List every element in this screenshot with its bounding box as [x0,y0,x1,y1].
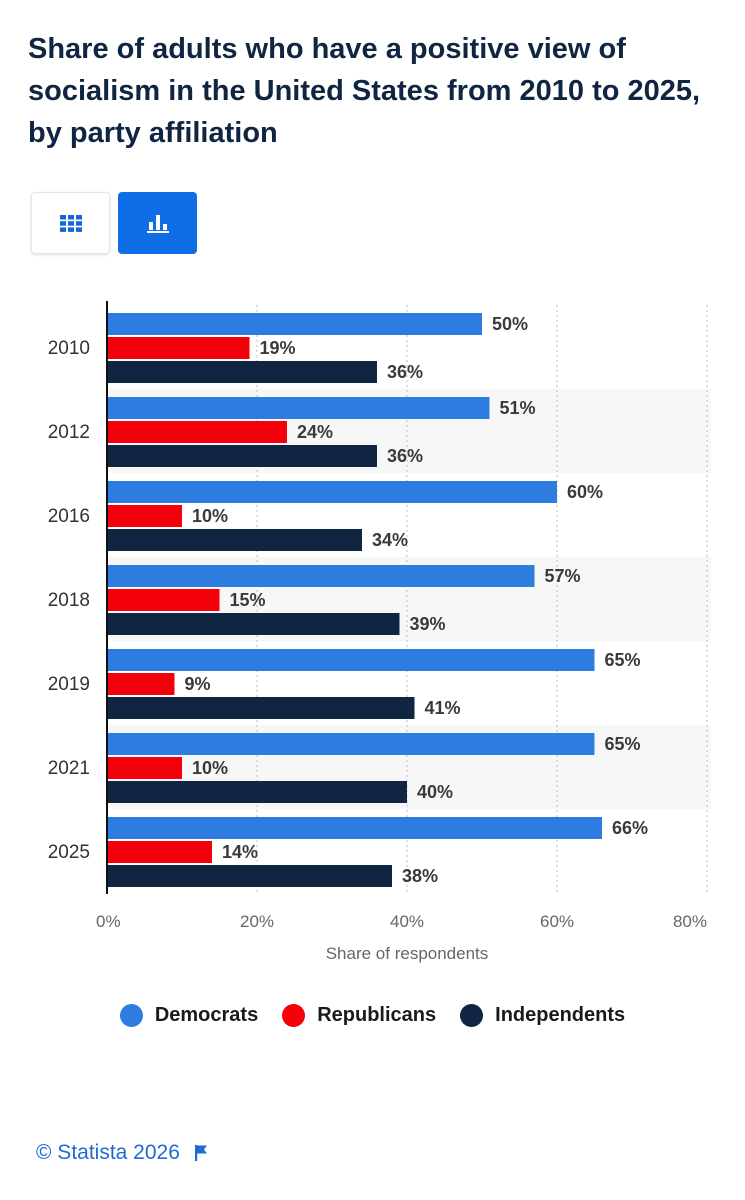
legend-label-democrats: Democrats [154,1004,259,1026]
x-tick-label-3: 60% [540,912,574,931]
legend-label-independents: Independents [495,1004,626,1026]
chart-legend: Democrats Republicans Independents [0,1004,745,1027]
table-view-button[interactable] [31,192,110,254]
bar-republicans-2010 [107,337,250,359]
data-label-independents-2016: 34% [372,530,408,550]
x-tick-label-1: 20% [240,912,274,931]
bar-chart-icon [146,215,169,233]
data-label-democrats-2012: 51% [500,398,536,418]
data-label-democrats-2019: 65% [605,650,641,670]
x-tick-label-2: 40% [390,912,424,931]
data-label-republicans-2010: 19% [260,338,296,358]
data-label-republicans-2018: 15% [230,590,266,610]
bar-independents-2019 [107,697,415,719]
data-label-republicans-2012: 24% [297,422,333,442]
data-label-democrats-2018: 57% [545,566,581,586]
bar-democrats-2018 [107,565,535,587]
x-tick-label-4: 80% [673,912,707,931]
data-label-independents-2021: 40% [417,782,453,802]
legend-marker-democrats [119,1004,143,1027]
source-link[interactable]: © Statista 2026 [36,1141,180,1164]
data-label-republicans-2021: 10% [192,758,228,778]
flag-icon[interactable] [194,1144,208,1162]
y-tick-label-2025: 2025 [48,842,90,863]
data-label-independents-2010: 36% [387,362,423,382]
bar-republicans-2025 [107,841,212,863]
y-tick-label-2019: 2019 [48,674,90,695]
data-label-democrats-2021: 65% [605,734,641,754]
legend-marker-republicans [282,1004,306,1027]
bar-republicans-2016 [107,505,182,527]
legend-item-independents[interactable]: Independents [460,1004,625,1027]
footer: © Statista 2026 [36,1141,208,1165]
y-tick-label-2018: 2018 [48,590,90,611]
bar-independents-2021 [107,781,407,803]
bar-republicans-2021 [107,757,182,779]
data-label-independents-2019: 41% [425,698,461,718]
y-tick-label-2021: 2021 [48,758,90,779]
bar-independents-2018 [107,613,400,635]
data-label-democrats-2010: 50% [492,314,528,334]
legend-item-democrats[interactable]: Democrats [119,1004,259,1027]
data-label-independents-2012: 36% [387,446,423,466]
bar-democrats-2021 [107,733,595,755]
data-label-democrats-2025: 66% [612,818,648,838]
bar-democrats-2012 [107,397,490,419]
y-tick-label-2010: 2010 [48,338,90,359]
data-label-republicans-2025: 14% [222,842,258,862]
bar-independents-2016 [107,529,362,551]
legend-item-republicans[interactable]: Republicans [282,1004,436,1027]
legend-label-republicans: Republicans [317,1004,437,1026]
data-label-republicans-2019: 9% [185,674,211,694]
bar-independents-2010 [107,361,377,383]
bar-republicans-2019 [107,673,175,695]
bar-republicans-2018 [107,589,220,611]
bar-republicans-2012 [107,421,287,443]
legend-marker-independents [460,1004,484,1027]
data-label-republicans-2016: 10% [192,506,228,526]
bar-democrats-2010 [107,313,482,335]
bar-democrats-2025 [107,817,602,839]
y-tick-label-2012: 2012 [48,422,90,443]
data-label-independents-2025: 38% [402,866,438,886]
chart-view-button[interactable] [118,192,197,254]
x-axis-title: Share of respondents [326,944,489,963]
x-tick-label-0: 0% [96,912,121,931]
bar-chart: 2010 50% 19% 36% 2012 51% 24% 36% 2016 60% 10% 34% 2… [48,301,711,963]
data-label-independents-2018: 39% [410,614,446,634]
table-grid-icon [59,214,82,232]
data-label-democrats-2016: 60% [567,482,603,502]
chart-title: Share of adults who have a positive view… [28,33,701,149]
bar-democrats-2019 [107,649,595,671]
y-tick-label-2016: 2016 [48,506,90,527]
bar-independents-2025 [107,865,392,887]
bar-democrats-2016 [107,481,557,503]
bar-independents-2012 [107,445,377,467]
